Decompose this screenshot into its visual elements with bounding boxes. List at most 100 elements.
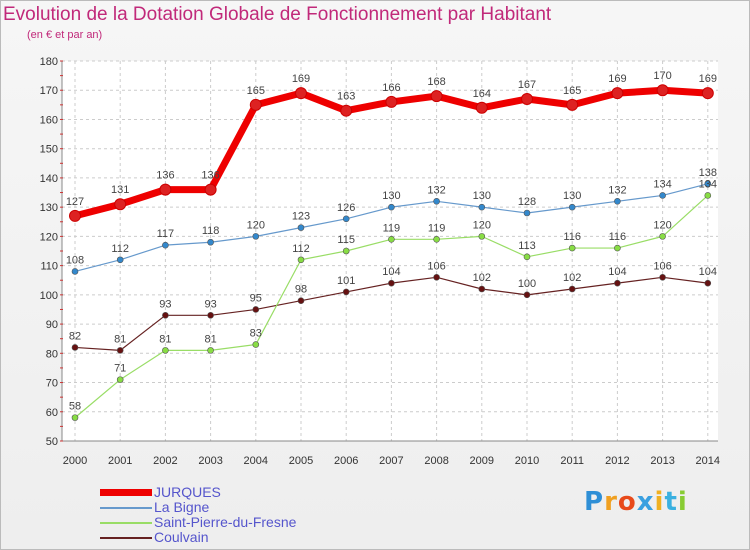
y-tick-label: 150	[40, 144, 58, 156]
data-point[interactable]	[659, 233, 666, 240]
data-point[interactable]	[71, 414, 79, 421]
data-point[interactable]	[252, 306, 260, 313]
data-point[interactable]	[614, 279, 621, 287]
legend-item-jurques[interactable]: JURQUES	[100, 484, 360, 500]
legend-item-coulvain[interactable]: Coulvain	[100, 529, 360, 545]
data-label: 116	[563, 231, 581, 243]
data-point[interactable]	[297, 224, 305, 231]
data-point[interactable]	[704, 180, 712, 188]
data-label: 81	[114, 333, 126, 345]
data-point[interactable]	[430, 90, 443, 103]
data-point[interactable]	[433, 274, 440, 281]
data-point[interactable]	[388, 203, 395, 211]
data-point[interactable]	[433, 236, 440, 243]
data-label: 167	[518, 79, 536, 91]
data-label: 169	[699, 73, 717, 85]
logo-letter: o	[617, 487, 637, 517]
data-point[interactable]	[207, 312, 214, 319]
data-point[interactable]	[614, 198, 621, 205]
x-tick-label: 2002	[153, 455, 177, 467]
data-point[interactable]	[521, 93, 533, 105]
legend-swatch-la-bigne	[100, 507, 152, 509]
data-point[interactable]	[252, 233, 260, 240]
data-point[interactable]	[159, 183, 172, 196]
data-point[interactable]	[342, 288, 350, 296]
data-label: 119	[383, 222, 401, 234]
y-tick-label: 140	[40, 173, 58, 185]
data-point[interactable]	[162, 241, 169, 249]
x-tick-label: 2005	[289, 455, 313, 467]
x-tick-label: 2010	[515, 455, 539, 467]
data-label: 119	[428, 222, 446, 234]
data-label: 136	[156, 170, 174, 182]
data-point[interactable]	[116, 256, 124, 264]
data-point[interactable]	[704, 192, 712, 199]
data-label: 71	[114, 363, 126, 375]
data-labels-layer: 82 81 93 93 95 98 101 104 106 102 100 102 104 106 104 5…	[66, 70, 717, 412]
data-point[interactable]	[568, 244, 576, 252]
data-point[interactable]	[433, 198, 440, 205]
legend-swatch-saint-pierre-du-fresne	[100, 522, 152, 524]
data-point[interactable]	[162, 347, 169, 354]
data-point[interactable]	[116, 347, 124, 354]
data-point[interactable]	[523, 209, 531, 217]
data-point[interactable]	[295, 87, 307, 100]
data-point[interactable]	[162, 312, 169, 319]
data-label: 104	[699, 266, 717, 278]
data-point[interactable]	[207, 238, 214, 246]
data-point[interactable]	[478, 285, 486, 293]
data-point[interactable]	[297, 297, 305, 304]
y-tick-label: 170	[40, 85, 58, 97]
data-label: 118	[202, 225, 220, 237]
data-label: 102	[563, 272, 581, 284]
data-point[interactable]	[611, 87, 624, 100]
legend-item-saint-pierre-du-fresne[interactable]: Saint-Pierre-du-Fresne	[100, 514, 360, 530]
data-point[interactable]	[69, 209, 81, 222]
legend-swatch-coulvain	[100, 537, 152, 539]
logo-letter: r	[604, 487, 618, 517]
data-point[interactable]	[388, 236, 395, 243]
legend-item-la-bigne[interactable]: La Bigne	[100, 499, 360, 515]
data-label: 101	[337, 275, 355, 287]
data-point[interactable]	[478, 203, 486, 211]
data-point[interactable]	[71, 268, 79, 275]
y-tick-label: 100	[40, 290, 58, 302]
data-point[interactable]	[207, 347, 214, 354]
data-point[interactable]	[478, 233, 486, 240]
data-point[interactable]	[614, 244, 621, 252]
data-point[interactable]	[656, 84, 669, 97]
data-point[interactable]	[385, 95, 398, 108]
data-point[interactable]	[568, 203, 576, 211]
data-point[interactable]	[659, 192, 666, 199]
data-point[interactable]	[114, 198, 127, 211]
data-point[interactable]	[116, 376, 124, 383]
data-point[interactable]	[701, 87, 714, 100]
data-point[interactable]	[249, 98, 262, 111]
legend-label-coulvain: Coulvain	[154, 529, 209, 545]
data-point[interactable]	[204, 183, 217, 196]
data-label: 95	[250, 292, 262, 304]
data-label: 123	[292, 211, 310, 223]
data-point[interactable]	[523, 253, 531, 261]
data-point[interactable]	[342, 247, 350, 255]
data-point[interactable]	[252, 341, 260, 348]
data-point[interactable]	[568, 285, 576, 293]
data-point[interactable]	[388, 279, 395, 287]
x-tick-label: 2004	[244, 455, 268, 467]
data-label: 120	[247, 219, 265, 231]
data-point[interactable]	[340, 104, 353, 117]
data-point[interactable]	[342, 215, 350, 223]
data-label: 93	[159, 298, 171, 310]
data-point[interactable]	[659, 274, 666, 281]
data-label: 132	[427, 184, 445, 196]
data-point[interactable]	[523, 291, 531, 299]
data-point[interactable]	[71, 344, 79, 351]
data-point[interactable]	[566, 98, 579, 111]
data-point[interactable]	[704, 279, 712, 287]
x-tick-label: 2006	[334, 455, 358, 467]
logo-letter: x	[636, 487, 655, 517]
data-point[interactable]	[475, 101, 488, 114]
data-label: 93	[204, 298, 216, 310]
x-tick-label: 2000	[63, 455, 87, 467]
data-point[interactable]	[297, 256, 305, 264]
